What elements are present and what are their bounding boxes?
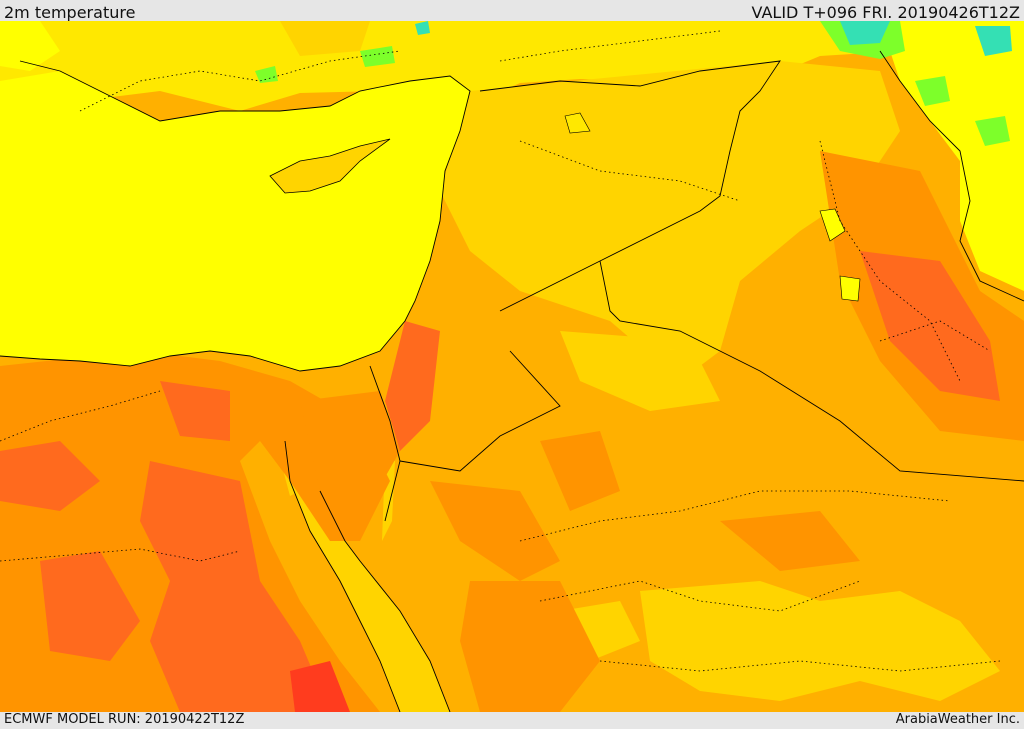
saudi-dark-orange [540,431,620,511]
saudi-yellow-patch [640,581,1000,701]
border-jordan-saudi [599,260,1024,482]
lake-1 [819,208,846,242]
northeast-yellow [880,21,1024,291]
header-bar: 2m temperature VALID T+096 FRI. 20190426… [0,0,1024,22]
mediterranean-sea [0,71,470,371]
coastline-redsea-west [284,440,401,712]
coastline-med [0,60,471,372]
credit: ArabiaWeather Inc. [895,712,1020,727]
syria-light-orange [440,61,900,381]
lake-2 [839,275,861,302]
jordan-light [560,331,720,411]
temperature-map [0,21,1024,712]
model-run: ECMWF MODEL RUN: 20190422T12Z [4,712,245,727]
saudi-dark-orange3 [720,511,860,571]
lake-3 [564,112,591,134]
saudi-dark-orange2 [430,481,560,581]
coastline-redsea-east [319,490,451,712]
egypt-red-4 [160,381,230,441]
egypt-red-2 [140,461,330,712]
egypt-red-1 [0,441,100,511]
egypt-red-3 [40,551,140,661]
teal-patch-ne2 [975,26,1012,56]
footer-bar: ECMWF MODEL RUN: 20190422T12Z ArabiaWeat… [0,712,1024,729]
green-patch-n3 [415,21,430,35]
border-jordan-south [399,350,561,472]
map-title: 2m temperature [4,3,136,22]
egypt-deep-red [290,661,350,712]
sinai-orange [300,391,400,521]
saudi-yellow-patch2 [560,601,640,661]
border-egypt-israel [369,365,401,522]
border-iraq-iran [879,50,1024,302]
turkey-warm-yellow [0,21,1024,111]
teal-patch-ne [840,21,890,45]
green-patch-ne3 [975,116,1010,146]
aegean-sea [0,21,60,71]
iraq-red-orange [860,251,1000,401]
admin-boundaries [0,30,1001,672]
turkey-orange-patches [280,21,370,56]
israel-red [385,321,440,451]
green-patch-n2 [360,46,395,67]
green-patch-n1 [255,66,278,83]
cyprus [269,138,391,194]
green-patch-ne2 [915,76,950,106]
border-syria-iraq [479,60,781,312]
saudi-dark-orange4 [460,581,600,712]
valid-time: VALID T+096 FRI. 20190426T12Z [751,3,1020,22]
